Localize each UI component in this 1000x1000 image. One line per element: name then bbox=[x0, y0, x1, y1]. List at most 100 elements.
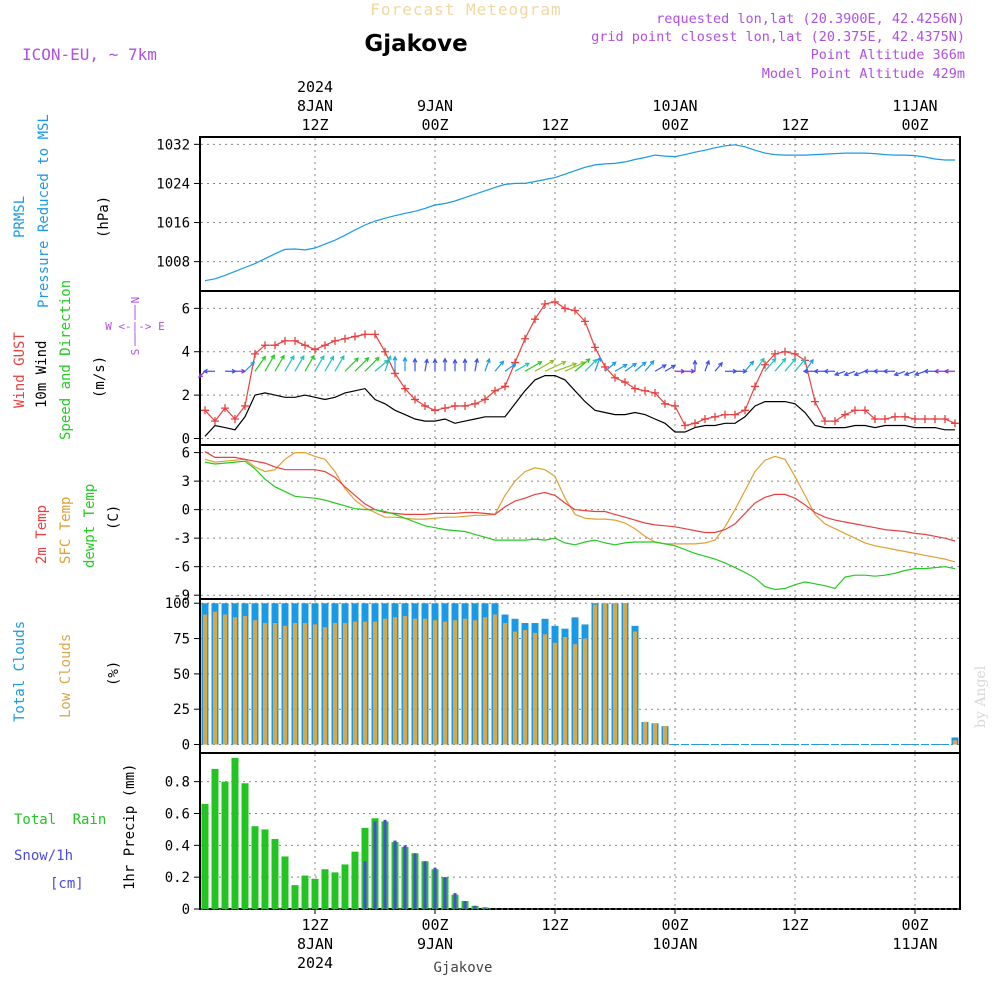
wind-vector-head bbox=[913, 371, 920, 376]
wind-gust-marker bbox=[781, 347, 789, 356]
snow-bar bbox=[473, 905, 477, 909]
dewpt-line bbox=[204, 460, 956, 591]
wind-vector-shaft bbox=[634, 361, 647, 372]
wind-vector-head bbox=[442, 357, 448, 363]
low-cloud-bar bbox=[513, 631, 517, 745]
temp-2m-line bbox=[204, 451, 956, 542]
wind-vector-head bbox=[387, 355, 392, 361]
wind-vector-head bbox=[392, 355, 398, 361]
low-cloud-bar bbox=[243, 615, 247, 745]
precip-snow-label: Snow/1h bbox=[14, 848, 73, 864]
wind-gust-marker bbox=[641, 386, 649, 395]
wind-gust-marker bbox=[881, 414, 889, 423]
wind-gust-marker bbox=[531, 315, 539, 324]
wind-vector-shaft bbox=[604, 361, 617, 372]
top-time-label: 10JAN bbox=[652, 97, 697, 115]
temp-2m-label: 2m Temp bbox=[34, 505, 50, 564]
wind-vector-head bbox=[462, 358, 468, 364]
wind-gust-marker bbox=[711, 412, 719, 421]
wind-vector-shaft bbox=[754, 358, 765, 372]
wind-gust-marker bbox=[941, 414, 949, 423]
low-cloud-bar bbox=[443, 621, 447, 745]
wind-gust-marker bbox=[381, 347, 389, 356]
top-time-label: 00Z bbox=[661, 116, 688, 134]
clouds-unit: (%) bbox=[106, 661, 122, 686]
y-tick-labels: 10081016102410320246-9-6-303602550751000… bbox=[156, 137, 200, 918]
low-cloud-bar bbox=[263, 623, 267, 745]
wind-vector-shaft bbox=[354, 357, 369, 372]
low-cloud-bar bbox=[313, 624, 317, 745]
precip-ytick-label: 0 bbox=[182, 902, 190, 918]
rain-bar bbox=[271, 838, 279, 909]
wind-gust-marker bbox=[821, 417, 829, 426]
wind-vector-shaft bbox=[384, 356, 392, 372]
wind-gust-label: Wind GUST bbox=[12, 332, 28, 408]
clouds-total-label: Total Clouds bbox=[12, 621, 28, 722]
wind-vector-shaft bbox=[704, 360, 710, 372]
low-cloud-bar bbox=[333, 623, 337, 745]
low-cloud-bar bbox=[563, 637, 567, 745]
wind-gust-marker bbox=[451, 401, 459, 410]
wind-gust-marker bbox=[501, 382, 509, 391]
wind-vector-head bbox=[923, 368, 929, 374]
wind-vector-shaft bbox=[564, 361, 585, 372]
snow-bar bbox=[453, 893, 457, 909]
compass-n: N bbox=[129, 297, 142, 304]
wind-vector-head bbox=[791, 357, 797, 363]
wind-vector-head bbox=[261, 355, 267, 361]
low-cloud-bar bbox=[533, 632, 537, 745]
wind-vector-head bbox=[632, 362, 638, 368]
wind-gust-marker bbox=[841, 410, 849, 419]
rain-bar bbox=[321, 869, 329, 909]
precip-ytick-label: 0.6 bbox=[165, 806, 190, 822]
wind-dir-label: Speed and Direction bbox=[58, 280, 74, 440]
wind-vector-shaft bbox=[504, 363, 516, 372]
wind-vector-head bbox=[692, 359, 698, 365]
wind-gust-marker bbox=[581, 317, 589, 326]
wind-vector-shaft bbox=[744, 360, 754, 372]
wind-gust-marker bbox=[901, 412, 909, 421]
wind-gust-marker bbox=[811, 397, 819, 406]
wind-vector-head bbox=[863, 368, 869, 374]
low-cloud-bar bbox=[503, 623, 507, 745]
pressure-ytick-label: 1024 bbox=[156, 176, 190, 192]
top-time-label: 00Z bbox=[901, 116, 928, 134]
snow-bar bbox=[383, 819, 387, 909]
wind-gust-marker bbox=[231, 414, 239, 423]
precip-bars bbox=[201, 757, 489, 909]
wind-vector-head bbox=[882, 368, 888, 374]
pressure-series bbox=[204, 144, 955, 282]
low-cloud-bar bbox=[653, 723, 657, 745]
wind-gust-marker bbox=[251, 349, 259, 358]
wind-gust-marker bbox=[701, 414, 709, 423]
rain-bar bbox=[301, 875, 309, 909]
wind-vector-head bbox=[853, 371, 859, 377]
precip-ytick-label: 0.8 bbox=[165, 775, 190, 791]
rain-bar bbox=[201, 803, 209, 909]
low-cloud-bar bbox=[603, 603, 607, 745]
low-cloud-bar bbox=[423, 618, 427, 745]
wind-gust-marker bbox=[211, 417, 219, 426]
wind-vector-shaft bbox=[854, 370, 866, 376]
rain-bar bbox=[281, 856, 289, 909]
wind-vector-shaft bbox=[764, 358, 777, 372]
rain-bar bbox=[231, 757, 239, 909]
wind-gust-marker bbox=[731, 410, 739, 419]
low-cloud-bar bbox=[403, 615, 407, 745]
wind-gust-marker bbox=[411, 395, 419, 404]
low-cloud-bar bbox=[353, 621, 357, 745]
low-cloud-bar bbox=[213, 611, 217, 745]
wind-gust-marker bbox=[631, 384, 639, 393]
pressure-ytick-label: 1008 bbox=[156, 255, 190, 271]
snow-bar bbox=[463, 901, 467, 909]
low-cloud-bar bbox=[433, 620, 437, 745]
product-title: Forecast Meteogram bbox=[370, 0, 561, 19]
wind-vector-head bbox=[771, 357, 777, 363]
low-cloud-bar bbox=[343, 623, 347, 745]
wind-gust-marker bbox=[481, 395, 489, 404]
snow-bar bbox=[393, 840, 397, 909]
low-cloud-bar bbox=[593, 604, 597, 745]
rain-bar bbox=[211, 768, 219, 909]
wind-vector-head bbox=[561, 360, 567, 366]
